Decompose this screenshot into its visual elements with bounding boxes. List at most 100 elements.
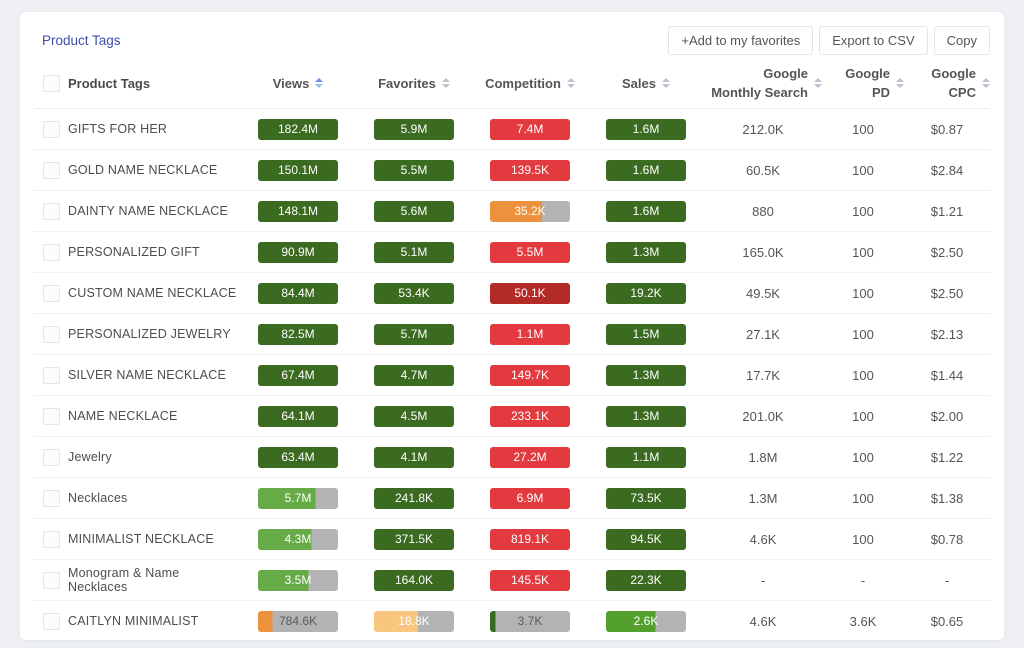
views-badge: 67.4M: [258, 364, 338, 386]
add-to-favorites-button[interactable]: +Add to my favorites: [668, 25, 814, 55]
row-checkbox[interactable]: [43, 243, 60, 261]
sort-icon-google-monthly-search[interactable]: [814, 78, 822, 88]
google-cpc-value: $2.00: [930, 408, 964, 424]
google-pd-value: 100: [852, 531, 874, 547]
row-checkbox[interactable]: [43, 366, 60, 384]
favorites-badge: 371.5K: [374, 528, 454, 550]
product-tag-name: DAINTY NAME NECKLACE: [68, 204, 229, 218]
row-checkbox[interactable]: [43, 407, 60, 425]
google-pd-value: 100: [852, 285, 874, 301]
sort-icon-views[interactable]: [315, 78, 324, 88]
row-checkbox[interactable]: [43, 571, 60, 589]
copy-button[interactable]: Copy: [933, 25, 990, 55]
product-tag-name: PERSONALIZED JEWELRY: [68, 327, 231, 341]
google-pd-value: 100: [852, 490, 874, 506]
views-badge: 182.4M: [258, 118, 338, 140]
column-header-competition[interactable]: Competition: [472, 76, 588, 91]
product-tag-name: CAITLYN MINIMALIST: [68, 614, 199, 628]
sales-badge: 1.6M: [606, 159, 686, 181]
product-tag-name: Necklaces: [68, 491, 128, 505]
google-pd-value: 100: [852, 326, 874, 342]
column-header-google-cpc[interactable]: Google CPC: [904, 64, 990, 103]
product-tag-name: NAME NECKLACE: [68, 409, 178, 423]
sales-badge: 1.3M: [606, 405, 686, 427]
favorites-badge: 5.6M: [374, 200, 454, 222]
google-pd-value: -: [860, 572, 866, 588]
favorites-badge: 4.1M: [374, 446, 454, 468]
product-tag-name: MINIMALIST NECKLACE: [68, 532, 214, 546]
google-cpc-value: $2.50: [930, 244, 964, 260]
row-checkbox[interactable]: [43, 202, 60, 220]
views-badge: 150.1M: [258, 159, 338, 181]
row-checkbox[interactable]: [43, 448, 60, 466]
row-checkbox[interactable]: [43, 530, 60, 548]
views-badge: 784.6K: [258, 610, 338, 632]
sort-icon-google-cpc[interactable]: [982, 78, 990, 88]
sales-badge: 1.6M: [606, 200, 686, 222]
product-tag-name: GOLD NAME NECKLACE: [68, 163, 218, 177]
views-badge: 4.3M: [258, 528, 338, 550]
sales-badge: 2.6K: [606, 610, 686, 632]
sort-icon-competition[interactable]: [566, 78, 575, 88]
views-badge: 63.4M: [258, 446, 338, 468]
page-title: Product Tags: [42, 32, 121, 48]
views-badge: 82.5M: [258, 323, 338, 345]
views-badge: 90.9M: [258, 241, 338, 263]
sort-icon-sales[interactable]: [661, 78, 670, 88]
row-checkbox[interactable]: [43, 161, 60, 179]
sales-badge: 22.3K: [606, 569, 686, 591]
google-monthly-search-value: 4.6K: [749, 613, 777, 629]
favorites-badge: 18.8K: [374, 610, 454, 632]
table-row: Necklaces 5.7M 241.8K 6.9M 73.5K 1.3M 10…: [34, 478, 990, 519]
google-cpc-value: $1.38: [930, 490, 964, 506]
column-header-views[interactable]: Views: [240, 76, 356, 91]
google-monthly-search-value: 49.5K: [746, 285, 780, 301]
table-row: GIFTS FOR HER 182.4M 5.9M 7.4M 1.6M 212.…: [34, 109, 990, 150]
google-monthly-search-value: 4.6K: [749, 531, 777, 547]
favorites-badge: 241.8K: [374, 487, 454, 509]
row-checkbox[interactable]: [43, 489, 60, 507]
row-checkbox[interactable]: [43, 120, 60, 138]
table-row: CAITLYN MINIMALIST 784.6K 18.8K 3.7K 2.6…: [34, 601, 990, 640]
favorites-badge: 5.1M: [374, 241, 454, 263]
sales-badge: 1.5M: [606, 323, 686, 345]
google-pd-value: 100: [852, 121, 874, 137]
select-all-checkbox[interactable]: [43, 74, 60, 92]
favorites-badge: 53.4K: [374, 282, 454, 304]
row-checkbox[interactable]: [43, 612, 60, 630]
column-header-google-pd[interactable]: Google PD: [822, 64, 904, 103]
favorites-badge: 4.7M: [374, 364, 454, 386]
sort-icon-google-pd[interactable]: [896, 78, 904, 88]
row-checkbox[interactable]: [43, 325, 60, 343]
row-checkbox[interactable]: [43, 284, 60, 302]
table-row: Monogram & Name Necklaces 3.5M 164.0K 14…: [34, 560, 990, 601]
competition-badge: 139.5K: [490, 159, 570, 181]
column-header-sales[interactable]: Sales: [588, 76, 704, 91]
product-tag-name: SILVER NAME NECKLACE: [68, 368, 226, 382]
table-row: Jewelry 63.4M 4.1M 27.2M 1.1M 1.8M 100 $…: [34, 437, 990, 478]
google-monthly-search-value: 201.0K: [742, 408, 784, 424]
sort-icon-favorites[interactable]: [441, 78, 450, 88]
sales-badge: 19.2K: [606, 282, 686, 304]
competition-badge: 233.1K: [490, 405, 570, 427]
product-tag-name: Monogram & Name Necklaces: [68, 566, 180, 594]
favorites-badge: 5.5M: [374, 159, 454, 181]
column-header-favorites[interactable]: Favorites: [356, 76, 472, 91]
table-row: CUSTOM NAME NECKLACE 84.4M 53.4K 50.1K 1…: [34, 273, 990, 314]
export-csv-button[interactable]: Export to CSV: [819, 25, 928, 55]
views-badge: 64.1M: [258, 405, 338, 427]
google-monthly-search-value: 165.0K: [742, 244, 784, 260]
google-monthly-search-value: 1.3M: [748, 490, 778, 506]
favorites-badge: 5.9M: [374, 118, 454, 140]
column-header-google-monthly-search[interactable]: Google Monthly Search: [704, 64, 822, 103]
favorites-badge: 164.0K: [374, 569, 454, 591]
column-header-product-tags[interactable]: Product Tags: [68, 75, 151, 91]
table-header-row: Product Tags Views Favorites Competition…: [34, 58, 990, 109]
competition-badge: 5.5M: [490, 241, 570, 263]
google-pd-value: 100: [852, 203, 874, 219]
table-row: PERSONALIZED JEWELRY 82.5M 5.7M 1.1M 1.5…: [34, 314, 990, 355]
table-row: PERSONALIZED GIFT 90.9M 5.1M 5.5M 1.3M 1…: [34, 232, 990, 273]
competition-badge: 50.1K: [490, 282, 570, 304]
table-body: GIFTS FOR HER 182.4M 5.9M 7.4M 1.6M 212.…: [34, 109, 990, 640]
